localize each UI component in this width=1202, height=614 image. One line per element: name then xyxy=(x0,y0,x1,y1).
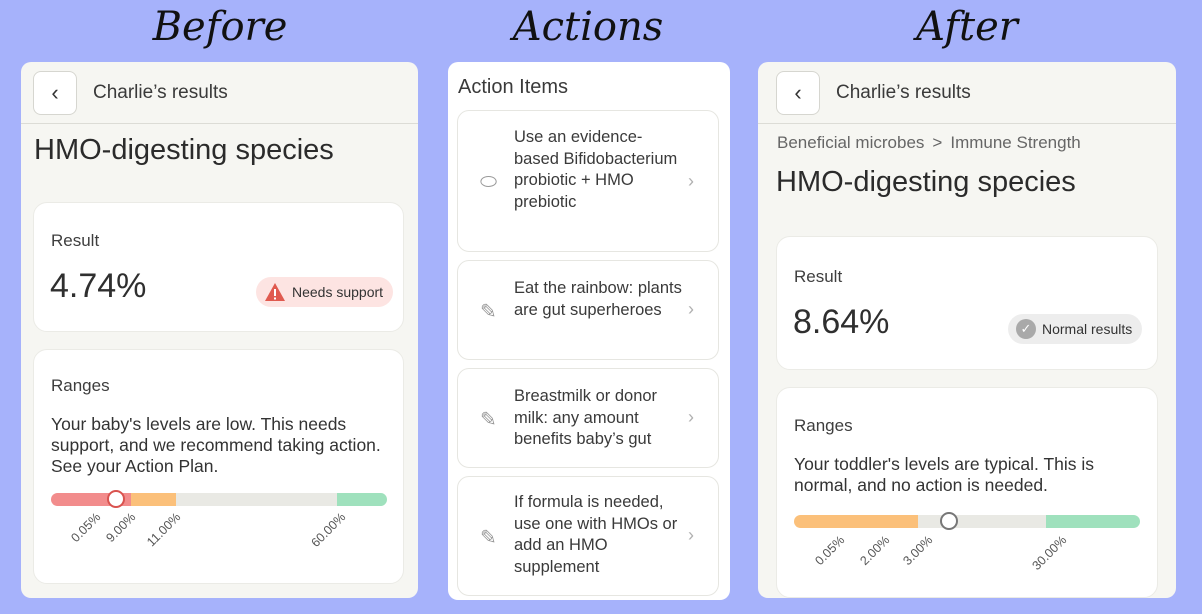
action-item-text: Use an evidence-based Bifidobacterium pr… xyxy=(514,128,678,211)
breadcrumb-item[interactable]: Beneficial microbes xyxy=(777,133,925,152)
range-tick: 0.05% xyxy=(811,533,847,568)
action-item-text: Breastmilk or donor milk: any amount ben… xyxy=(514,387,658,448)
breadcrumb-item[interactable]: Immune Strength xyxy=(950,133,1081,152)
actions-panel: Action Items ⬭ Use an evidence-based Bif… xyxy=(448,62,730,600)
range-marker xyxy=(940,512,958,530)
back-button[interactable]: ‹ xyxy=(776,70,820,115)
range-tick: 2.00% xyxy=(856,533,892,568)
result-label: Result xyxy=(794,267,843,286)
action-item[interactable]: ⬭ Use an evidence-based Bifidobacterium … xyxy=(457,110,719,252)
chevron-left-icon: ‹ xyxy=(794,79,802,105)
carrot-icon: ✎ xyxy=(480,301,497,323)
status-badge: Needs support xyxy=(256,277,394,307)
carrot-icon: ✎ xyxy=(480,409,497,431)
result-value: 8.64% xyxy=(793,303,890,341)
range-typical-segment xyxy=(918,515,1046,528)
breadcrumb: Beneficial microbes > Immune Strength xyxy=(777,133,1081,153)
actions-heading: Actions xyxy=(512,4,664,50)
ranges-label: Ranges xyxy=(51,376,110,395)
ranges-label: Ranges xyxy=(794,416,853,435)
range-tick: 60.00% xyxy=(308,510,348,550)
carrot-icon: ✎ xyxy=(480,527,497,549)
range-borderline-segment xyxy=(794,515,918,528)
chevron-right-icon: › xyxy=(688,525,694,545)
range-bar xyxy=(794,515,1140,528)
page-title: HMO-digesting species xyxy=(34,134,334,166)
range-tick: 30.00% xyxy=(1029,533,1069,573)
action-item[interactable]: ✎ Breastmilk or donor milk: any amount b… xyxy=(457,368,719,468)
before-heading: Before xyxy=(152,4,288,50)
results-header: ‹ Charlie’s results xyxy=(21,62,418,124)
pill-icon: ⬭ xyxy=(480,171,498,193)
range-borderline-segment xyxy=(131,493,176,506)
chevron-right-icon: › xyxy=(688,171,694,191)
chevron-right-icon: › xyxy=(688,407,694,427)
range-tick: 9.00% xyxy=(102,510,138,545)
chevron-right-icon: › xyxy=(688,299,694,319)
breadcrumb-separator: > xyxy=(932,133,943,152)
result-card: Result 4.74% Needs support xyxy=(33,202,404,332)
warning-icon xyxy=(265,283,285,301)
range-typical-segment xyxy=(176,493,337,506)
ranges-description: Your baby's levels are low. This needs s… xyxy=(51,414,381,476)
action-item[interactable]: ✎ If formula is needed, use one with HMO… xyxy=(457,476,719,596)
after-panel: ‹ Charlie’s results Beneficial microbes … xyxy=(758,62,1176,598)
action-item-text: If formula is needed, use one with HMOs … xyxy=(514,493,678,576)
result-card: Result 8.64% ✓ Normal results xyxy=(776,236,1158,370)
action-item[interactable]: ✎ Eat the rainbow: plants are gut superh… xyxy=(457,260,719,360)
range-tick: 3.00% xyxy=(899,533,935,568)
header-title: Charlie’s results xyxy=(93,81,228,103)
range-tick: 0.05% xyxy=(67,510,103,545)
range-high-segment xyxy=(1046,515,1140,528)
action-items-title: Action Items xyxy=(458,76,569,98)
ranges-card: Ranges Your baby's levels are low. This … xyxy=(33,349,404,584)
range-high-segment xyxy=(337,493,387,506)
after-heading: After xyxy=(916,4,1018,50)
status-badge: ✓ Normal results xyxy=(1008,314,1143,344)
range-bar xyxy=(51,493,387,506)
chevron-left-icon: ‹ xyxy=(51,79,59,105)
range-tick: 11.00% xyxy=(143,510,183,550)
header-title: Charlie’s results xyxy=(836,81,971,103)
back-button[interactable]: ‹ xyxy=(33,70,77,115)
check-icon: ✓ xyxy=(1016,319,1036,339)
results-header: ‹ Charlie’s results xyxy=(758,62,1176,124)
page-title: HMO-digesting species xyxy=(776,166,1076,198)
status-badge-label: Normal results xyxy=(1042,321,1133,337)
ranges-card: Ranges Your toddler's levels are typical… xyxy=(776,387,1158,598)
status-badge-label: Needs support xyxy=(292,284,384,300)
ranges-description: Your toddler's levels are typical. This … xyxy=(794,454,1095,495)
range-marker xyxy=(107,490,125,508)
result-label: Result xyxy=(51,231,100,250)
before-panel: ‹ Charlie’s results HMO-digesting specie… xyxy=(21,62,418,598)
result-value: 4.74% xyxy=(50,267,147,305)
action-item-text: Eat the rainbow: plants are gut superher… xyxy=(514,279,682,319)
